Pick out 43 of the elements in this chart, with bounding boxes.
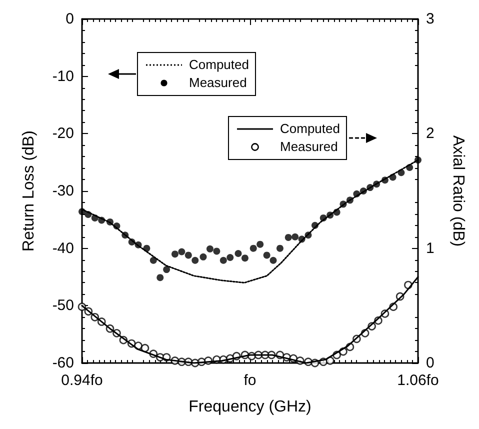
y2-tick-label: 3 xyxy=(426,10,434,28)
point xyxy=(270,256,277,264)
x-tick-label: 0.94fo xyxy=(61,372,103,389)
y2-tick-label: 2 xyxy=(426,125,434,142)
y-axis-title: Return Loss (dB) xyxy=(20,130,38,252)
point xyxy=(250,244,257,252)
x-axis-title: Frequency (GHz) xyxy=(188,398,312,416)
y-tick-label: -10 xyxy=(52,68,74,85)
point xyxy=(192,256,199,264)
y-tick-label: -40 xyxy=(52,240,74,257)
point xyxy=(276,244,284,252)
point xyxy=(156,274,164,282)
legend-label: Measured xyxy=(189,74,247,92)
x-tick-label: fo xyxy=(244,372,256,389)
legend-label: Computed xyxy=(280,120,340,138)
point xyxy=(213,248,220,255)
point xyxy=(241,254,248,262)
legend-label: Computed xyxy=(189,56,249,74)
point xyxy=(184,252,192,259)
point xyxy=(234,250,242,257)
point xyxy=(171,250,178,258)
point xyxy=(140,344,150,352)
point xyxy=(200,253,207,260)
y2-tick-label: 0 xyxy=(426,354,434,372)
y2-axis-title: Axial Ratio (dB) xyxy=(450,135,466,247)
point xyxy=(226,254,234,262)
point xyxy=(206,245,214,252)
point xyxy=(256,240,264,248)
y-tick-label: -60 xyxy=(52,354,74,372)
point xyxy=(292,233,299,240)
point xyxy=(150,256,157,264)
y-tick-label: 0 xyxy=(66,10,74,28)
y-tick-label: -30 xyxy=(52,182,74,200)
legend-label: Measured xyxy=(280,138,338,156)
point xyxy=(220,256,227,264)
y-tick-label: -50 xyxy=(52,297,74,314)
y2-tick-label: 1 xyxy=(426,240,434,257)
point xyxy=(163,266,170,274)
x-tick-label: 1.06fo xyxy=(397,372,439,389)
point xyxy=(178,248,186,256)
y-tick-label: -20 xyxy=(52,125,74,142)
point xyxy=(284,234,292,241)
point xyxy=(263,252,270,259)
